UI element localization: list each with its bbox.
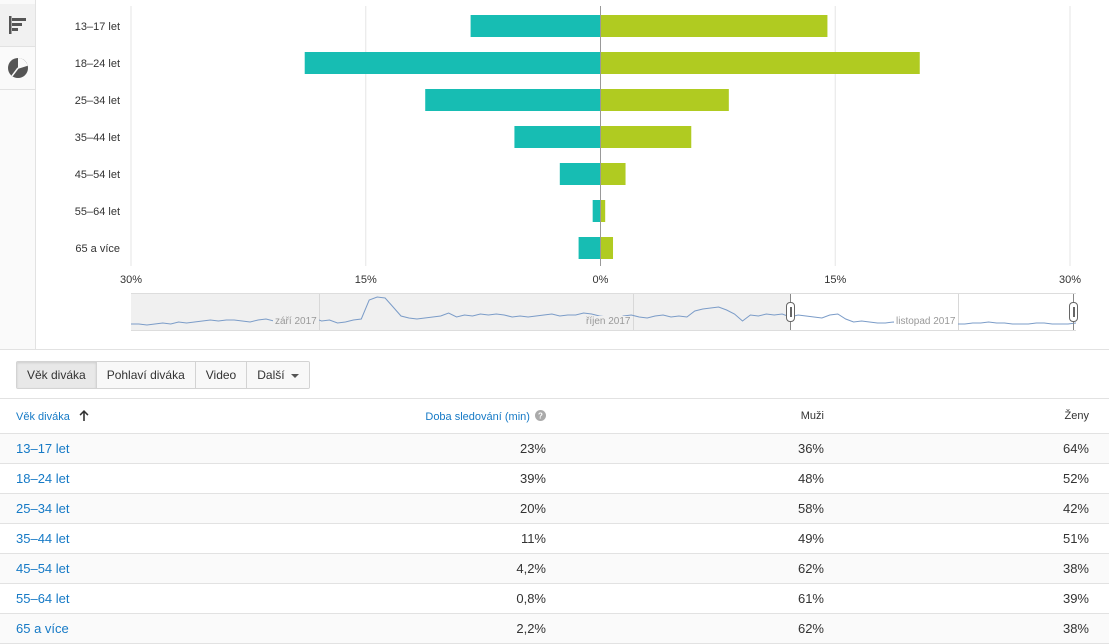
table-row: 65 a více 2,2% 62% 38% [0,614,1109,644]
bar-male [514,126,601,148]
table-row: 55–64 let 0,8% 61% 39% [0,584,1109,614]
bar-male [304,52,601,74]
row-age-link[interactable]: 13–17 let [16,441,70,456]
row-female-percent: 39% [1062,591,1089,606]
range-end-handle[interactable] [1069,302,1078,322]
pie-chart-icon [7,58,28,78]
row-male-percent: 49% [797,531,824,546]
bar-female [600,52,920,74]
row-age-link[interactable]: 35–44 let [16,531,70,546]
column-header-female[interactable]: Ženy [1064,410,1089,422]
help-icon[interactable]: ? [535,410,546,421]
bar-chart-icon [8,16,26,34]
row-male-percent: 61% [797,591,824,606]
row-female-percent: 42% [1062,501,1089,516]
bar-male [592,200,601,222]
row-age-link[interactable]: 55–64 let [16,591,70,606]
svg-text:?: ? [538,412,543,421]
row-female-percent: 52% [1062,471,1089,486]
x-tick-label: 30% [120,274,142,286]
bar-female [600,163,626,185]
row-female-percent: 64% [1062,441,1089,456]
row-male-percent: 36% [797,441,824,456]
range-month-divider [633,294,634,330]
y-tick-label: 55–64 let [75,206,120,218]
column-header-age-label: Věk diváka [16,411,70,423]
chevron-down-icon [290,373,299,378]
y-tick-label: 65 a více [75,243,120,255]
bar-female [600,200,606,222]
bar-male [425,89,601,111]
tab-viewer-age[interactable]: Věk diváka [17,362,97,388]
pie-chart-view-button[interactable] [0,47,35,90]
row-watch-time: 0,8% [516,591,546,606]
row-age-link[interactable]: 45–54 let [16,561,70,576]
range-month-label: září 2017 [273,316,319,327]
table-body: 13–17 let 23% 36% 64% 18–24 let 39% 48% 52% 25–3… [0,434,1109,644]
range-month-divider [958,294,959,330]
table-row: 13–17 let 23% 36% 64% [0,434,1109,464]
row-age-link[interactable]: 65 a více [16,621,69,636]
age-gender-chart: 13–17 let 18–24 let 25–34 let 35–44 let 45–5… [37,0,1109,349]
row-male-percent: 58% [797,501,824,516]
x-tick-label: 30% [1059,274,1081,286]
row-male-percent: 48% [797,471,824,486]
column-header-male[interactable]: Muži [800,410,824,422]
row-male-percent: 62% [797,561,824,576]
table-row: 18–24 let 39% 48% 52% [0,464,1109,494]
range-month-divider [319,294,320,330]
row-female-percent: 38% [1062,621,1089,636]
row-age-link[interactable]: 25–34 let [16,501,70,516]
row-female-percent: 38% [1062,561,1089,576]
section-divider [0,349,1109,350]
row-watch-time: 20% [519,501,546,516]
bar-female [600,126,692,148]
y-tick-label: 25–34 let [75,95,120,107]
range-month-label: říjen 2017 [584,316,633,327]
row-watch-time: 2,2% [516,621,546,636]
row-watch-time: 11% [520,531,546,546]
column-header-watch-time-label: Doba sledování (min) [425,411,530,423]
range-month-label: listopad 2017 [894,316,958,327]
table-header: Věk diváka Doba sledování (min) ? Muži Ž… [0,398,1109,434]
x-tick-label: 0% [593,274,609,286]
report-table: Věk diváka Doba sledování (min) ? Muži Ž… [0,398,1109,644]
bar-male [559,163,601,185]
row-watch-time: 39% [519,471,546,486]
tab-viewer-gender[interactable]: Pohlaví diváka [96,362,196,388]
y-tick-label: 45–54 let [75,169,120,181]
chart-type-rail [0,0,36,349]
column-header-watch-time[interactable]: Doba sledování (min) ? [425,410,546,423]
bar-female [600,237,614,259]
dimension-tabs: Věk diváka Pohlaví diváka Video Další [16,361,310,389]
row-female-percent: 51% [1062,531,1089,546]
bar-female [600,89,729,111]
y-tick-label: 18–24 let [75,58,120,70]
bar-male [578,237,601,259]
row-male-percent: 62% [797,621,824,636]
table-row: 45–54 let 4,2% 62% 38% [0,554,1109,584]
table-row: 25–34 let 20% 58% 42% [0,494,1109,524]
row-watch-time: 4,2% [516,561,546,576]
x-tick-label: 15% [824,274,846,286]
column-header-age[interactable]: Věk diváka [16,410,89,423]
table-row: 35–44 let 11% 49% 51% [0,524,1109,554]
tab-video[interactable]: Video [195,362,248,388]
date-range-navigator[interactable]: září 2017 říjen 2017 listopad 2017 [131,293,1078,331]
bar-male [470,15,601,37]
tab-more-label: Další [257,368,285,382]
row-age-link[interactable]: 18–24 let [16,471,70,486]
range-start-handle[interactable] [786,302,795,322]
x-tick-label: 15% [355,274,377,286]
tab-more-dropdown[interactable]: Další [247,362,309,388]
row-watch-time: 23% [519,441,546,456]
y-tick-label: 35–44 let [75,132,120,144]
y-tick-label: 13–17 let [75,21,120,33]
bar-female [600,15,828,37]
pyramid-chart-svg: 13–17 let 18–24 let 25–34 let 35–44 let 45–5… [75,6,1081,286]
sort-up-arrow-icon [79,410,89,421]
bar-chart-view-button[interactable] [0,4,35,47]
